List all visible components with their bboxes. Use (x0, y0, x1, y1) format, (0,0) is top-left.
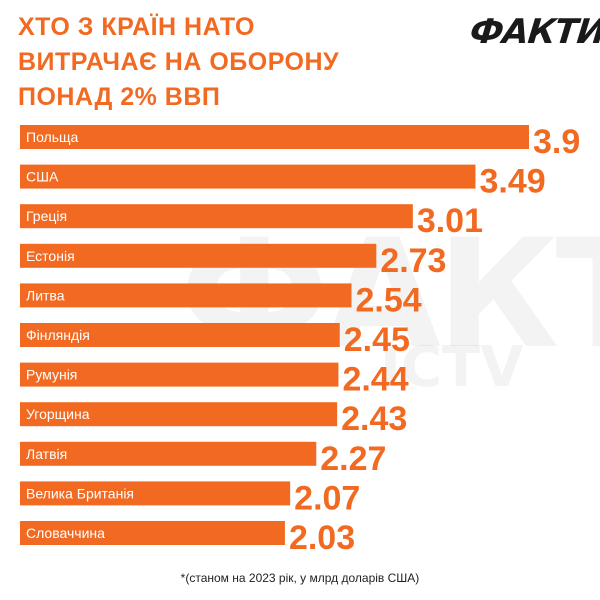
value-label: 3.49 (479, 163, 545, 201)
category-label: США (26, 169, 59, 185)
bar (20, 283, 352, 308)
bar (20, 481, 291, 506)
bar-row: Румунія 2.44 (20, 361, 409, 399)
value-label: 2.73 (380, 242, 446, 280)
footnote: *(станом на 2023 рік, у млрд доларів США… (180, 571, 420, 585)
title-line-2: ВИТРАЧАЄ НА ОБОРОНУ (18, 48, 340, 76)
bar (20, 204, 413, 229)
category-label: Велика Британія (26, 485, 134, 501)
bar (20, 441, 317, 466)
category-label: Румунія (26, 367, 77, 383)
title-line-1: ХТО З КРАЇН НАТО (18, 13, 255, 41)
bar-row: Фінляндія 2.45 (20, 321, 410, 359)
value-label: 3.01 (417, 202, 483, 240)
category-label: Латвія (26, 446, 67, 462)
bar-row: Польща 3.9 (20, 123, 580, 161)
value-label: 2.54 (356, 281, 422, 319)
category-label: Греція (26, 208, 67, 224)
chart-title: ХТО З КРАЇН НАТО ВИТРАЧАЄ НА ОБОРОНУ ПОН… (18, 10, 339, 115)
bar (20, 125, 529, 149)
bar (20, 521, 285, 545)
bar (20, 362, 339, 387)
value-label: 2.27 (320, 440, 386, 478)
bar-row: Естонія 2.73 (20, 242, 446, 280)
bar-row: Литва 2.54 (20, 281, 422, 319)
bar-row: США 3.49 (20, 163, 546, 201)
bar (20, 402, 338, 427)
value-label: 2.43 (341, 400, 407, 438)
bar-row: Греція 3.01 (20, 202, 483, 240)
category-label: Фінляндія (26, 327, 90, 343)
value-label: 2.44 (342, 361, 408, 399)
title-line-3: ПОНАД 2% ВВП (18, 83, 221, 111)
category-label: Словаччина (26, 525, 105, 541)
bar-row: Латвія 2.27 (20, 440, 386, 478)
bar (20, 323, 340, 347)
category-label: Естонія (26, 248, 75, 264)
bar-row: Угорщина 2.43 (20, 400, 407, 438)
value-label: 3.9 (533, 123, 580, 161)
bar (20, 164, 476, 189)
bar-row: Велика Британія 2.07 (20, 479, 360, 517)
category-label: Польща (26, 129, 79, 145)
value-label: 2.07 (294, 479, 360, 517)
value-label: 2.03 (289, 519, 355, 557)
bar-row: Словаччина 2.03 (20, 519, 355, 557)
bar (20, 243, 377, 268)
category-label: Угорщина (26, 406, 90, 422)
value-label: 2.45 (344, 321, 410, 359)
category-label: Литва (26, 287, 65, 303)
